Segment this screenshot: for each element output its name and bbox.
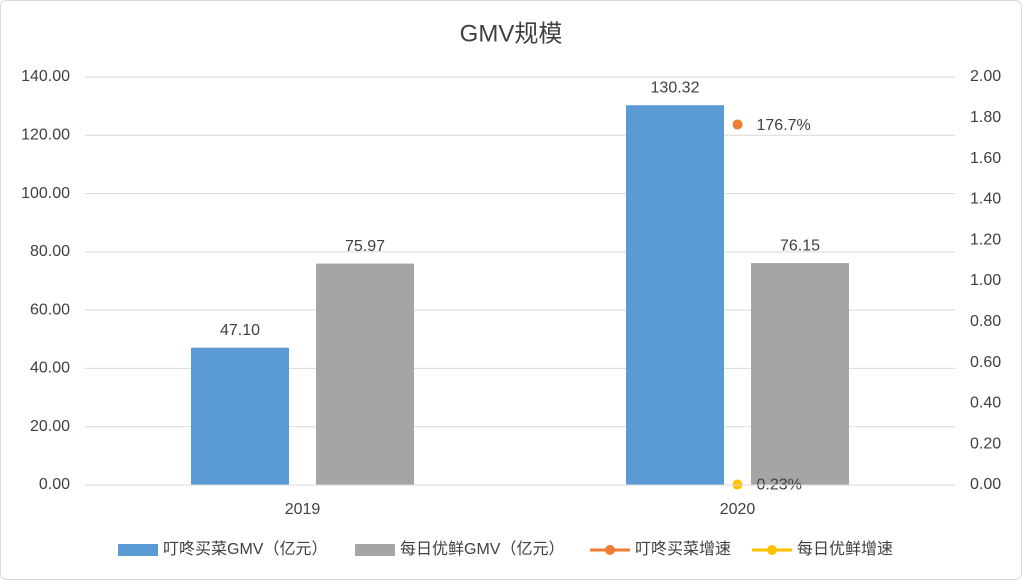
bar xyxy=(191,347,289,485)
y-tick-label: 0.00 xyxy=(39,476,70,493)
chart-title: GMV规模 xyxy=(460,20,563,47)
legend-marker xyxy=(605,545,615,555)
y2-tick-label: 0.80 xyxy=(970,313,1001,330)
y2-tick-label: 0.20 xyxy=(970,435,1001,452)
legend-label: 每日优鲜GMV（亿元） xyxy=(400,540,564,558)
bar xyxy=(626,105,724,485)
legend-label: 叮咚买菜增速 xyxy=(635,540,731,558)
legend-swatch xyxy=(355,544,395,556)
line-point xyxy=(732,119,743,130)
legend-label: 叮咚买菜GMV（亿元） xyxy=(163,540,327,558)
data-label: 75.97 xyxy=(345,238,385,255)
y2-tick-label: 0.00 xyxy=(970,476,1001,493)
legend-label: 每日优鲜增速 xyxy=(797,540,893,558)
data-label: 47.10 xyxy=(220,322,260,339)
y2-tick-label: 2.00 xyxy=(970,68,1001,85)
y-tick-label: 140.00 xyxy=(21,68,70,85)
y2-tick-label: 1.00 xyxy=(970,272,1001,289)
y2-tick-label: 1.20 xyxy=(970,231,1001,248)
y-tick-label: 100.00 xyxy=(21,185,70,202)
y-tick-label: 20.00 xyxy=(30,418,70,435)
y-tick-label: 60.00 xyxy=(30,301,70,318)
x-tick-label: 2019 xyxy=(285,501,321,518)
data-label: 176.7% xyxy=(757,117,811,134)
data-label: 130.32 xyxy=(651,79,700,96)
legend-swatch xyxy=(118,544,158,556)
y2-tick-label: 1.80 xyxy=(970,109,1001,126)
y2-tick-label: 0.40 xyxy=(970,395,1001,412)
y2-tick-label: 1.40 xyxy=(970,191,1001,208)
y-tick-label: 40.00 xyxy=(30,360,70,377)
y-tick-label: 120.00 xyxy=(21,127,70,144)
bar xyxy=(751,263,849,485)
bar xyxy=(316,263,414,485)
y2-tick-label: 1.60 xyxy=(970,150,1001,167)
legend-marker xyxy=(767,545,777,555)
data-label: 76.15 xyxy=(780,237,820,254)
x-tick-label: 2020 xyxy=(720,501,756,518)
y2-tick-label: 0.60 xyxy=(970,354,1001,371)
y-tick-label: 80.00 xyxy=(30,243,70,260)
